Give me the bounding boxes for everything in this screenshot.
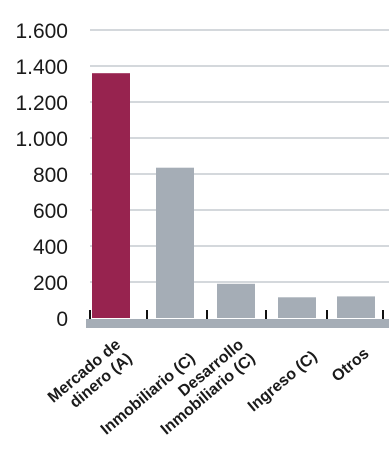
y-tick-label: 800 [33,164,68,187]
y-tick-label: 200 [33,272,68,295]
y-tick-label: 400 [33,236,68,259]
bar [156,167,194,318]
bars [92,73,375,318]
y-tick-label: 1.600 [15,20,68,43]
x-axis [86,310,389,328]
x-tick-label: Otros [329,345,373,386]
bar [92,73,130,318]
y-tick-label: 1.000 [15,128,68,151]
gridlines [90,29,389,283]
bar [217,283,255,318]
y-tick-label: 0 [56,308,68,331]
x-tick-label: Ingreso (C) [245,348,321,415]
y-tick-labels: 0 200 400 600 800 1.000 1.200 1.400 1.600 [15,20,68,331]
y-tick-label: 1.400 [15,56,68,79]
x-axis-band [86,319,389,328]
y-tick-label: 600 [33,200,68,223]
bar [278,297,316,318]
x-tick-labels: Mercado dedinero (A)Inmobiliario (C)Desa… [45,336,373,438]
bar [337,296,375,318]
y-tick-label: 1.200 [15,92,68,115]
